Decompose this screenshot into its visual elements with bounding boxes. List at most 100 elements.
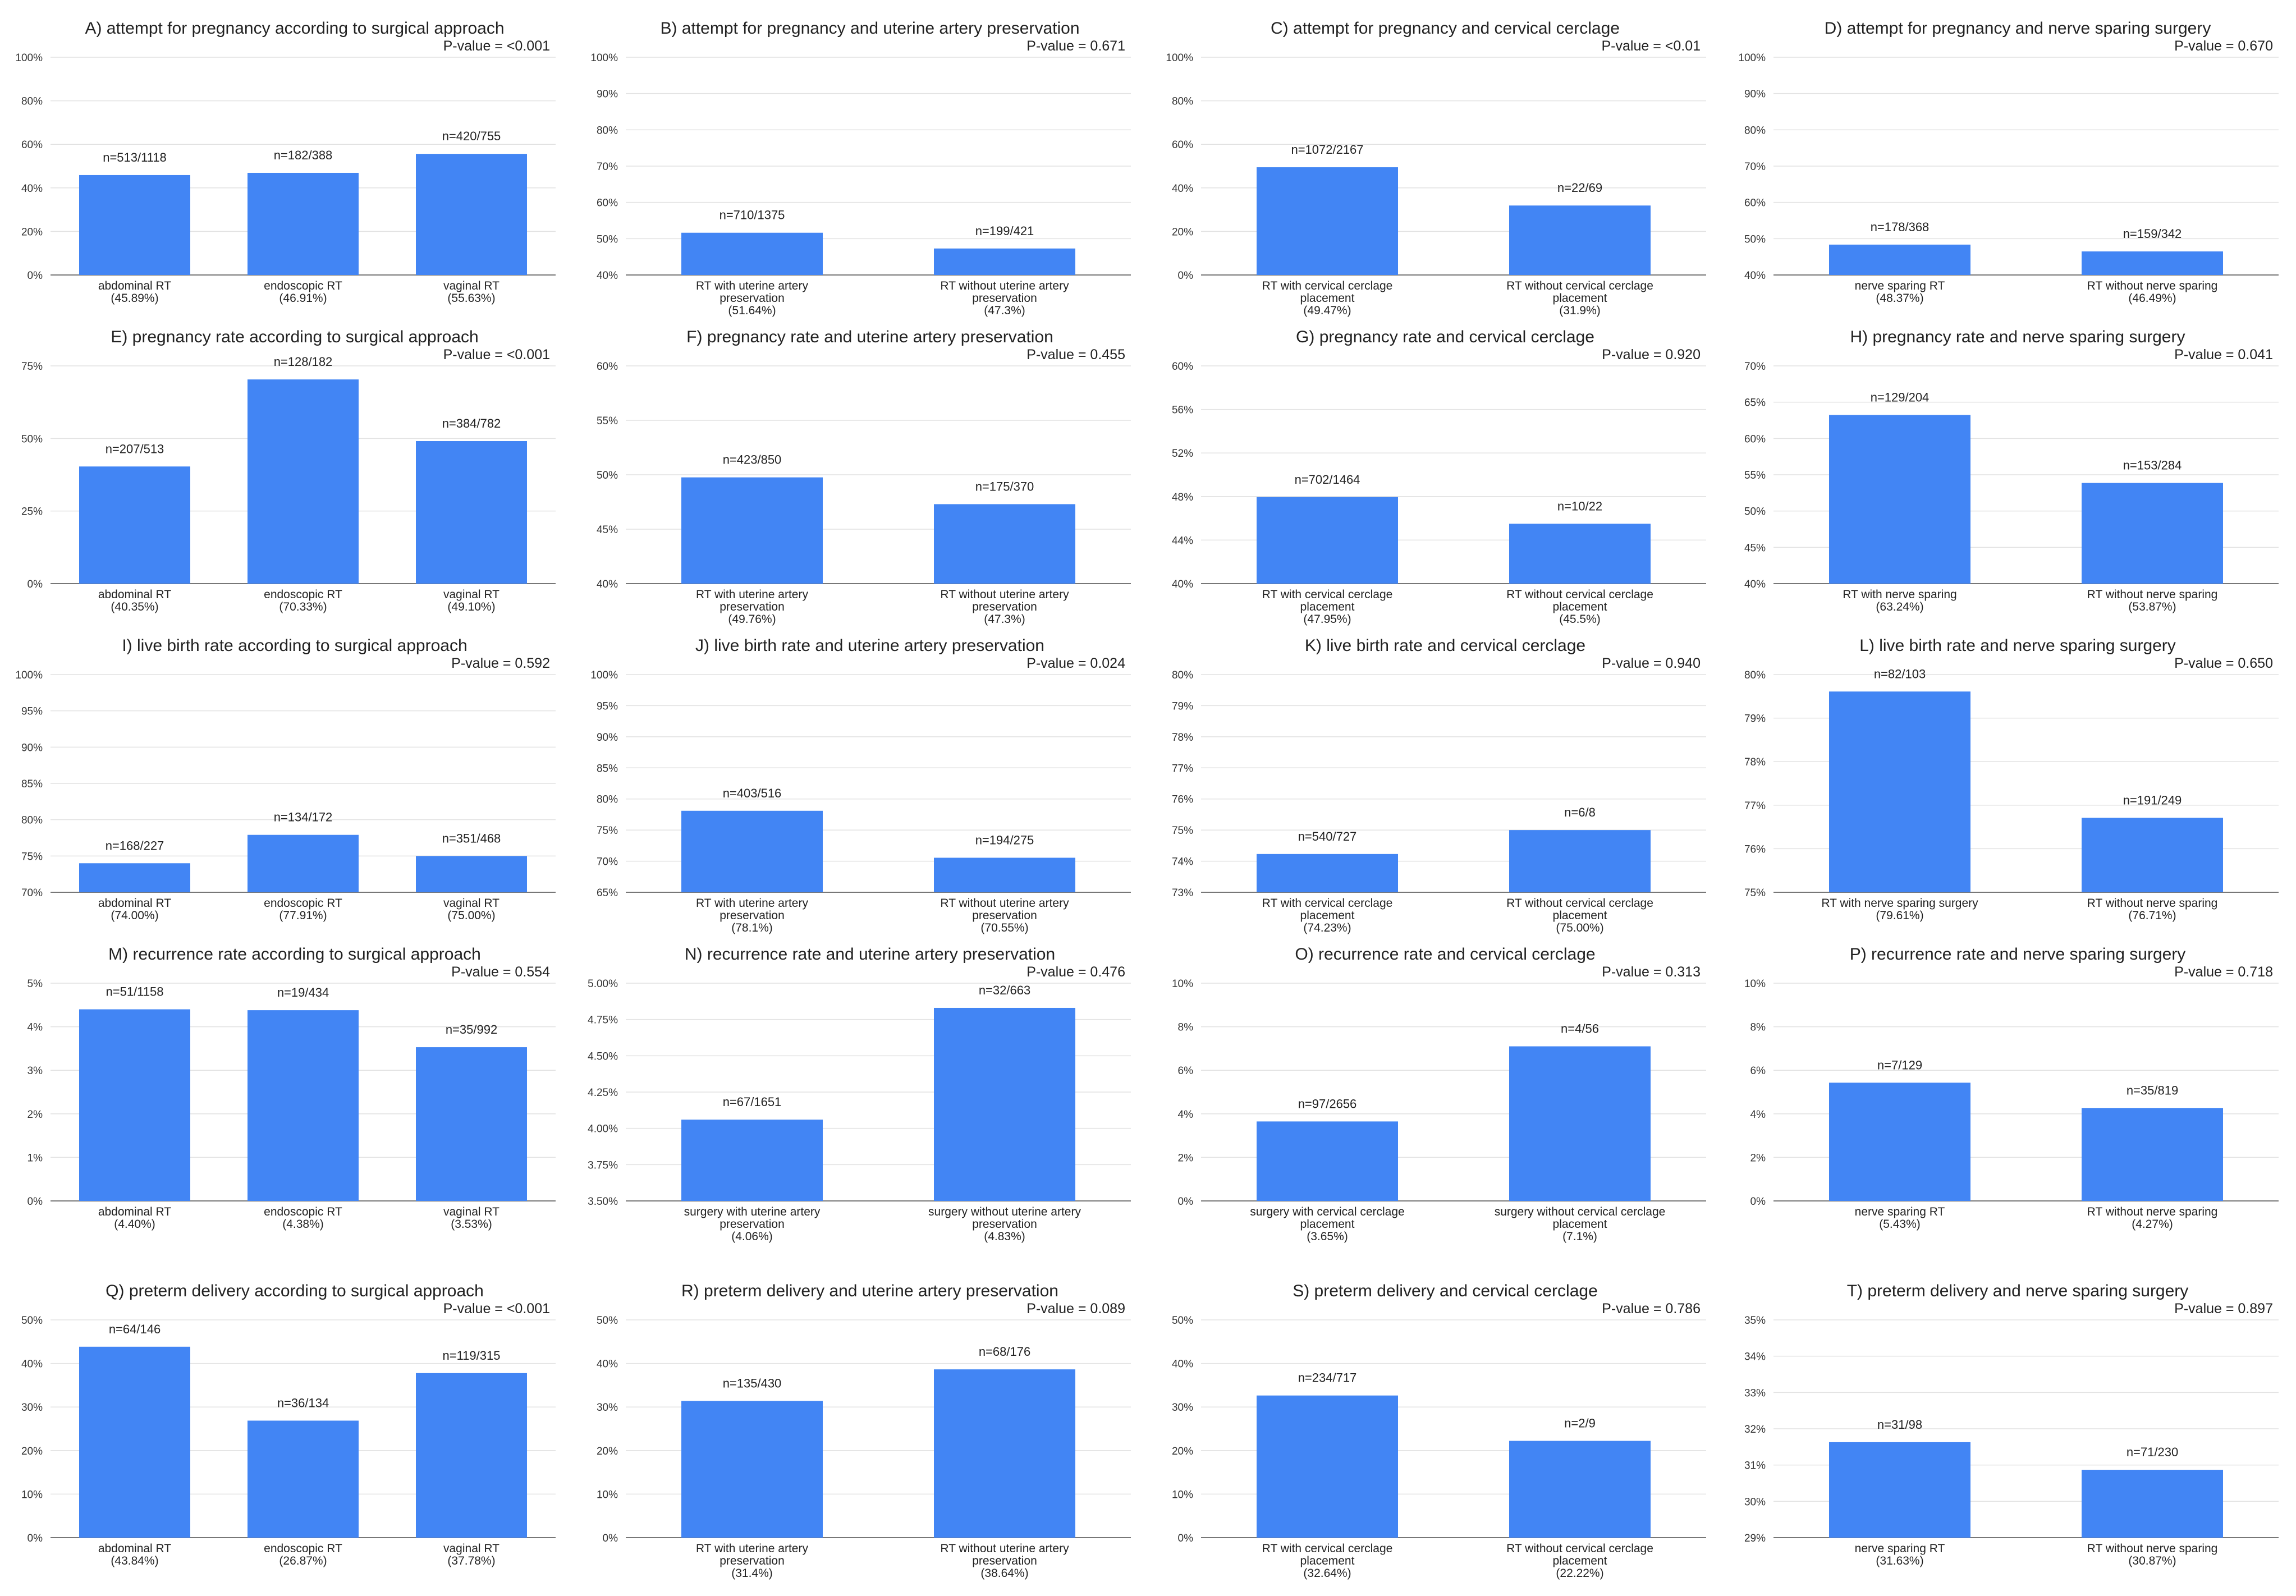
bar (934, 248, 1075, 275)
data-label: n=234/717 (1298, 1371, 1357, 1385)
chart-title: B) attempt for pregnancy and uterine art… (660, 19, 1079, 38)
y-tick-label: 50% (597, 233, 618, 245)
category-label: preservation (972, 1554, 1037, 1567)
data-label: n=403/516 (723, 786, 782, 800)
chart-svg-l: L) live birth rate and nerve sparing sur… (1744, 636, 2279, 922)
category-label: surgery without cervical cerclage (1495, 1205, 1666, 1218)
chart-panel-k: K) live birth rate and cervical cerclage… (1162, 634, 1729, 946)
y-tick-label: 4.75% (588, 1015, 618, 1026)
y-tick-label: 80% (21, 96, 43, 108)
bar (1257, 1395, 1398, 1538)
y-tick-label: 8% (1750, 1022, 1766, 1034)
y-tick-label: 60% (1744, 198, 1766, 209)
chart-panel-o: O) recurrence rate and cervical cerclage… (1162, 943, 1729, 1255)
p-value-label: P-value = <0.001 (443, 347, 550, 363)
y-tick-label: 20% (1172, 1446, 1193, 1457)
category-label: (31.63%) (1876, 1554, 1923, 1567)
bar (416, 441, 527, 584)
y-tick-label: 3.75% (588, 1159, 618, 1171)
y-tick-label: 0% (603, 1533, 618, 1544)
category-label: RT with nerve sparing surgery (1821, 897, 1978, 910)
bar (1829, 691, 1970, 892)
y-tick-label: 75% (1744, 887, 1766, 899)
bar (2082, 483, 2223, 584)
data-label: n=10/22 (1557, 499, 1602, 513)
y-tick-label: 44% (1172, 535, 1193, 547)
y-tick-label: 0% (28, 1196, 43, 1208)
category-label: (47.3%) (984, 613, 1025, 626)
bar (79, 466, 190, 584)
data-label: n=153/284 (2123, 458, 2182, 473)
p-value-label: P-value = <0.001 (443, 38, 550, 54)
y-tick-label: 5.00% (588, 978, 618, 990)
category-label: placement (1553, 909, 1607, 922)
chart-svg-r: R) preterm delivery and uterine artery p… (597, 1282, 1131, 1580)
category-label: (77.91%) (279, 909, 327, 922)
y-tick-label: 77% (1172, 763, 1193, 774)
category-label: RT with nerve sparing (1843, 588, 1957, 601)
chart-svg-i: I) live birth rate according to surgical… (15, 636, 556, 922)
category-label: (4.27%) (2132, 1218, 2173, 1231)
data-label: n=194/275 (975, 833, 1034, 847)
bar (934, 1369, 1075, 1538)
y-tick-label: 4% (1750, 1109, 1766, 1121)
chart-svg-g: G) pregnancy rate and cervical cerclage P… (1172, 328, 1706, 626)
category-label: placement (1300, 1554, 1355, 1567)
y-tick-label: 40% (597, 579, 618, 590)
bar (248, 834, 359, 892)
chart-panel-t: T) preterm delivery and nerve sparing su… (1734, 1279, 2296, 1592)
category-label: RT without cervical cerclage (1506, 279, 1653, 292)
y-tick-label: 85% (21, 778, 43, 790)
category-label: RT with uterine artery (696, 897, 808, 910)
y-tick-label: 80% (1744, 125, 1766, 136)
data-label: n=68/176 (979, 1345, 1030, 1359)
bar (1509, 1441, 1651, 1538)
category-label: endoscopic RT (264, 897, 342, 910)
chart-panel-p: P) recurrence rate and nerve sparing sur… (1734, 943, 2296, 1255)
chart-panel-q: Q) preterm delivery according to surgica… (11, 1279, 578, 1592)
chart-panel-m: M) recurrence rate according to surgical… (11, 943, 578, 1255)
bar (416, 1373, 527, 1538)
category-label: nerve sparing RT (1855, 279, 1945, 292)
category-label: surgery without uterine artery (928, 1205, 1081, 1218)
chart-svg-f: F) pregnancy rate and uterine artery pre… (597, 328, 1131, 626)
data-label: n=182/388 (274, 148, 333, 162)
p-value-label: P-value = 0.313 (1602, 964, 1701, 980)
y-tick-label: 10% (597, 1489, 618, 1501)
bar (934, 857, 1075, 892)
y-tick-label: 20% (21, 226, 43, 238)
category-label: (75.00%) (447, 909, 495, 922)
y-tick-label: 85% (597, 763, 618, 774)
chart-panel-f: F) pregnancy rate and uterine artery pre… (586, 325, 1153, 638)
category-label: preservation (719, 1554, 785, 1567)
category-label: placement (1553, 1218, 1607, 1231)
y-tick-label: 76% (1744, 843, 1766, 855)
p-value-label: P-value = 0.089 (1026, 1301, 1125, 1317)
data-label: n=540/727 (1298, 829, 1357, 843)
category-label: placement (1300, 909, 1355, 922)
y-tick-label: 45% (597, 524, 618, 536)
y-tick-label: 40% (21, 1359, 43, 1370)
category-label: RT without nerve sparing (2087, 1542, 2218, 1555)
y-tick-label: 70% (21, 887, 43, 899)
category-label: (31.4%) (731, 1567, 773, 1580)
data-label: n=129/204 (1871, 390, 1930, 404)
y-tick-label: 20% (21, 1446, 43, 1457)
data-label: n=19/434 (277, 985, 329, 999)
p-value-label: P-value = 0.476 (1026, 964, 1125, 980)
bar (1257, 497, 1398, 584)
y-tick-label: 2% (28, 1109, 43, 1121)
chart-panel-j: J) live birth rate and uterine artery pr… (586, 634, 1153, 946)
data-label: n=1072/2167 (1291, 143, 1363, 157)
p-value-label: P-value = 0.592 (451, 655, 550, 671)
category-label: nerve sparing RT (1855, 1542, 1945, 1555)
y-tick-label: 4.50% (588, 1051, 618, 1062)
data-label: n=35/819 (2127, 1083, 2178, 1097)
chart-svg-h: H) pregnancy rate and nerve sparing surg… (1744, 328, 2279, 613)
bar (934, 504, 1075, 584)
category-label: (43.84%) (111, 1554, 158, 1567)
category-label: endoscopic RT (264, 588, 342, 601)
y-tick-label: 30% (597, 1402, 618, 1414)
chart-svg-o: O) recurrence rate and cervical cerclage… (1172, 945, 1706, 1243)
chart-svg-n: N) recurrence rate and uterine artery pr… (588, 945, 1131, 1243)
